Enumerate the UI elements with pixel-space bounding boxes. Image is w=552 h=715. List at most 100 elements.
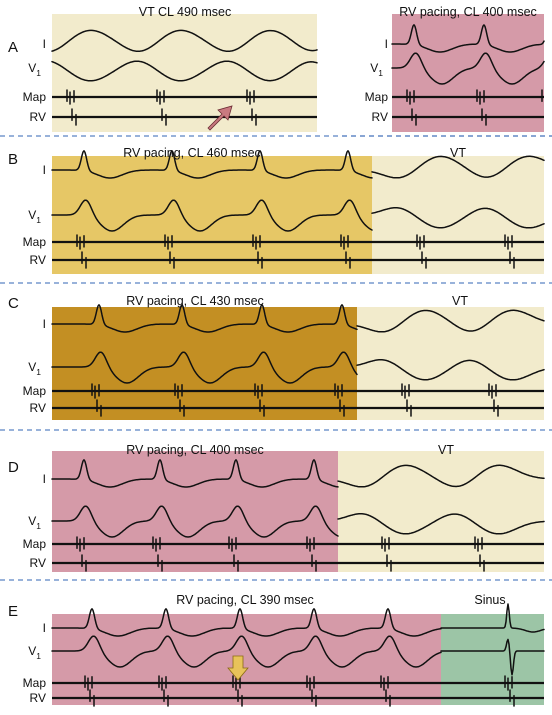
trace-map-deflections <box>504 675 513 691</box>
trace-lead-v1 <box>51 351 358 384</box>
lead-label-rv: RV <box>30 110 46 124</box>
lead-label-rv: RV <box>30 253 46 267</box>
lead-label-rv: RV <box>30 691 46 705</box>
trace-rv-deflections <box>386 554 485 572</box>
trace-lead-i <box>51 29 318 53</box>
lead-label-i: I <box>385 37 388 51</box>
trace-lead-v1 <box>440 638 545 676</box>
lead-label-v: V1 <box>28 514 41 531</box>
lead-label-v: V1 <box>28 208 41 225</box>
lead-subscript: 1 <box>36 651 41 661</box>
segment-background-d-1 <box>52 451 338 572</box>
lead-label-i: I <box>43 621 46 635</box>
segment-title-d-1: RV pacing, CL 400 msec <box>126 443 264 457</box>
lead-subscript: 1 <box>36 367 41 377</box>
trace-map-deflections <box>381 536 483 552</box>
panel-label-e: E <box>8 603 18 620</box>
lead-label-v: V1 <box>28 360 41 377</box>
trace-rv-deflections <box>406 399 499 417</box>
lead-label-rv: RV <box>30 556 46 570</box>
trace-lead-i <box>51 459 339 488</box>
panel-label-c: C <box>8 295 19 312</box>
segment-title-a-2: RV pacing, CL 400 msec <box>399 5 537 19</box>
trace-lead-i <box>51 608 442 637</box>
segment-background-c-1 <box>52 307 357 420</box>
trace-lead-v1 <box>371 206 545 229</box>
trace-rv-deflections <box>81 554 317 572</box>
trace-lead-v1 <box>391 52 545 85</box>
lead-label-rv: RV <box>372 110 388 124</box>
lead-subscript: 1 <box>36 215 41 225</box>
trace-map-deflections <box>416 234 513 250</box>
panel-label-b: B <box>8 151 18 168</box>
trace-rv-deflections <box>96 399 345 417</box>
trace-lead-i <box>440 603 545 633</box>
trace-layer <box>51 24 545 707</box>
lead-label-i: I <box>43 163 46 177</box>
trace-map-deflections <box>76 536 315 552</box>
trace-rv-deflections <box>421 251 515 269</box>
panel-label-a: A <box>8 39 18 56</box>
segment-title-a-1: VT CL 490 msec <box>139 5 231 19</box>
trace-lead-i <box>51 150 373 179</box>
lead-label-map: Map <box>23 384 47 398</box>
trace-map-deflections <box>76 234 349 250</box>
lead-label-map: Map <box>23 235 47 249</box>
trace-lead-i <box>371 155 545 179</box>
lead-label-i: I <box>43 472 46 486</box>
segment-title-c-2: VT <box>452 294 468 308</box>
trace-lead-v1 <box>337 512 545 535</box>
arrow-marker-icon <box>207 105 233 131</box>
segment-title-c-1: RV pacing, CL 430 msec <box>126 294 264 308</box>
trace-lead-i <box>51 304 358 333</box>
trace-lead-i <box>391 24 545 53</box>
lead-subscript: 1 <box>378 68 383 78</box>
segment-title-e-2: Sinus <box>474 593 505 607</box>
panel-label-d: D <box>8 459 19 476</box>
segment-title-b-1: RV pacing, CL 460 msec <box>123 146 261 160</box>
trace-lead-v1 <box>51 505 339 538</box>
trace-map-deflections <box>401 383 497 399</box>
lead-subscript: 1 <box>36 68 41 78</box>
lead-label-map: Map <box>23 676 47 690</box>
lead-label-v: V1 <box>28 644 41 661</box>
lead-label-v: V1 <box>370 61 383 78</box>
trace-rv-deflections <box>89 689 391 707</box>
background-layer <box>0 14 552 705</box>
arrow-down-marker-icon <box>227 655 249 681</box>
trace-map-deflections <box>84 675 389 691</box>
trace-rv-deflections <box>71 108 257 126</box>
trace-map-deflections <box>406 89 543 105</box>
lead-label-map: Map <box>23 90 47 104</box>
trace-rv-deflections <box>81 251 351 269</box>
trace-lead-i <box>356 309 545 333</box>
segment-background-e-1 <box>52 614 441 705</box>
trace-rv-deflections <box>411 108 487 126</box>
segment-background-a-1 <box>52 14 317 132</box>
lead-label-v: V1 <box>28 61 41 78</box>
lead-label-i: I <box>43 317 46 331</box>
segment-background-a-2 <box>392 14 544 132</box>
segment-title-b-2: VT <box>450 146 466 160</box>
trace-lead-v1 <box>356 358 545 381</box>
segment-background-d-2 <box>338 451 544 572</box>
lead-subscript: 1 <box>36 521 41 531</box>
trace-map-deflections <box>91 383 343 399</box>
lead-label-map: Map <box>365 90 389 104</box>
trace-map-deflections <box>66 89 255 105</box>
trace-lead-v1 <box>51 635 442 668</box>
segment-background-c-2 <box>357 307 544 420</box>
trace-lead-v1 <box>51 60 318 82</box>
segment-background-b-2 <box>372 156 544 274</box>
trace-rv-deflections <box>509 689 515 707</box>
lead-label-map: Map <box>23 537 47 551</box>
segment-title-d-2: VT <box>438 443 454 457</box>
lead-label-rv: RV <box>30 401 46 415</box>
trace-lead-v1 <box>51 199 373 232</box>
trace-lead-i <box>337 464 545 488</box>
segment-background-e-2 <box>441 614 544 705</box>
lead-label-i: I <box>43 37 46 51</box>
segment-title-e-1: RV pacing, CL 390 msec <box>176 593 314 607</box>
